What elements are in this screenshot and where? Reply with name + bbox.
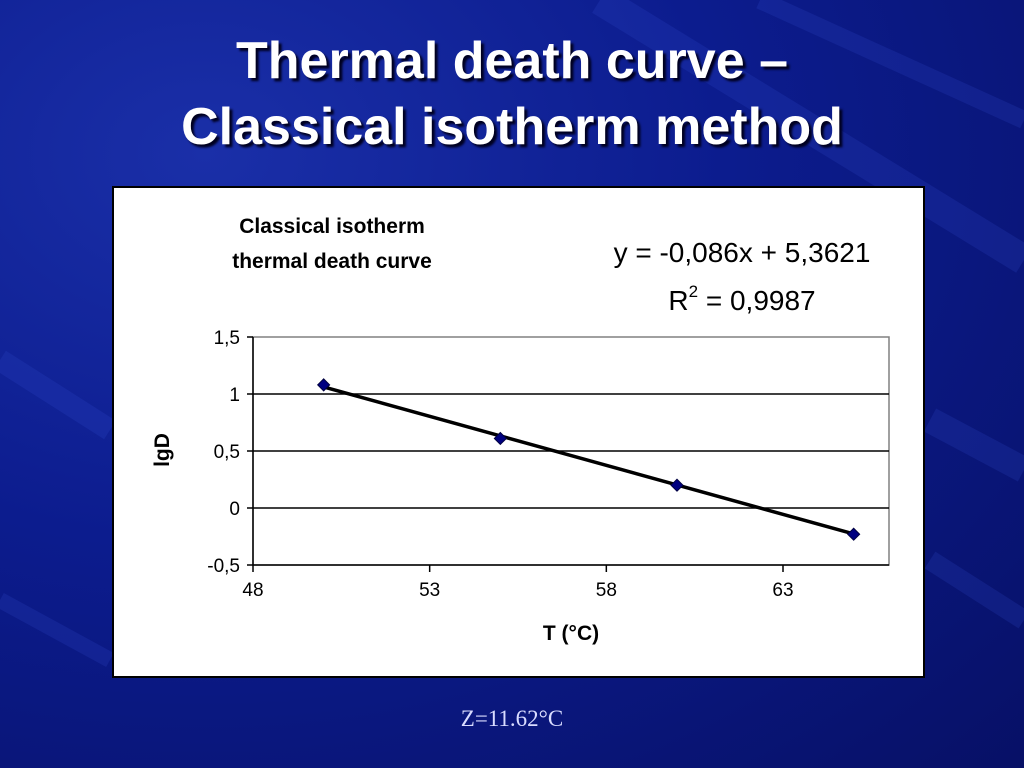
z-value-note: Z=11.62°C — [460, 706, 564, 731]
trendline-equation: y = -0,086x + 5,3621 — [614, 237, 871, 268]
y-axis-label: lgD — [151, 433, 174, 467]
slide-title: Thermal death curve – Classical isotherm… — [0, 28, 1024, 160]
data-point-0 — [316, 378, 331, 392]
y-tick-label-0: -0,5 — [207, 556, 240, 577]
r-squared-label: R2 = 0,9987 — [668, 282, 815, 316]
slide-title-line-2: Classical isotherm method — [181, 98, 843, 156]
trendline-group — [323, 385, 855, 536]
x-axis-label: T (°C) — [543, 622, 599, 645]
gridlines — [253, 393, 889, 509]
y-tick-label-3: 1 — [229, 385, 240, 406]
y-tick-label-1: 0 — [229, 499, 240, 520]
data-point-3 — [846, 527, 861, 541]
x-tick-label-2: 58 — [596, 580, 617, 601]
r-squared-superscript: 2 — [689, 282, 698, 301]
y-tick-label-4: 1,5 — [214, 328, 240, 349]
x-tick-label-1: 53 — [419, 580, 440, 601]
x-tick-labels: 48 53 58 63 — [242, 580, 793, 601]
chart-title-line-2: thermal death curve — [232, 250, 432, 273]
y-tick-labels: -0,5 0 0,5 1 1,5 — [207, 328, 240, 577]
data-points — [316, 378, 861, 541]
chart-container: Classical isotherm thermal death curve y… — [112, 186, 925, 678]
chart-title-line-1: Classical isotherm — [239, 215, 425, 238]
slide-title-line-1: Thermal death curve – — [236, 32, 788, 90]
chart-svg: Classical isotherm thermal death curve y… — [151, 215, 890, 645]
axes — [247, 336, 889, 572]
r-squared-letter: R — [668, 285, 688, 316]
r-squared-value: = 0,9987 — [698, 285, 816, 316]
trendline — [323, 385, 855, 536]
x-tick-label-3: 63 — [772, 580, 793, 601]
x-tick-label-0: 48 — [242, 580, 263, 601]
data-point-1 — [493, 431, 508, 446]
data-point-2 — [670, 478, 684, 492]
y-tick-label-2: 0,5 — [214, 442, 240, 463]
